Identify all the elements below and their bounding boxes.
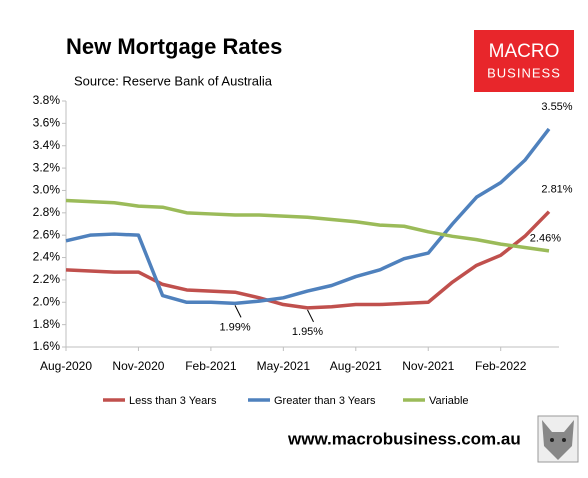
y-tick-label: 3.2%	[33, 160, 61, 174]
series-line	[65, 198, 550, 253]
x-tick-label: May-2021	[257, 359, 311, 373]
website: www.macrobusiness.com.au	[287, 429, 521, 448]
logo-box	[474, 30, 574, 92]
data-label: 2.46%	[530, 233, 561, 245]
y-tick-label: 1.6%	[33, 339, 61, 353]
logo-text: BUSINESS	[487, 65, 561, 80]
y-tick-label: 1.8%	[33, 317, 61, 331]
x-tick-label: Aug-2020	[40, 359, 92, 373]
series-line	[65, 127, 551, 306]
y-tick-label: 2.8%	[33, 205, 61, 219]
leader-line	[307, 309, 314, 323]
chart-subtitle: Source: Reserve Bank of Australia	[74, 73, 273, 88]
x-tick-label: Nov-2020	[112, 359, 164, 373]
data-label: 3.55%	[541, 101, 572, 113]
y-tick-label: 2.4%	[33, 250, 61, 264]
leader-line	[234, 305, 242, 318]
y-tick-label: 3.6%	[33, 116, 61, 130]
x-tick-label: Aug-2021	[330, 359, 382, 373]
chart-title: New Mortgage Rates	[66, 34, 282, 59]
logo-text: MACRO	[489, 41, 560, 62]
y-tick-label: 2.2%	[33, 272, 61, 286]
x-tick-label: Feb-2021	[185, 359, 237, 373]
data-label: 1.99%	[219, 321, 250, 333]
y-tick-label: 2.0%	[33, 294, 61, 308]
y-tick-label: 3.0%	[33, 183, 61, 197]
x-tick-label: Feb-2022	[475, 359, 527, 373]
y-tick-label: 3.4%	[33, 138, 61, 152]
legend-label: Less than 3 Years	[129, 395, 217, 407]
y-tick-label: 2.6%	[33, 227, 61, 241]
wolf-icon	[537, 415, 579, 463]
data-label: 1.95%	[292, 326, 323, 338]
y-tick-label: 3.8%	[33, 93, 61, 107]
series-line	[65, 210, 551, 310]
legend-label: Greater than 3 Years	[274, 395, 376, 407]
data-label: 2.81%	[541, 184, 572, 196]
x-tick-label: Nov-2021	[402, 359, 454, 373]
legend-label: Variable	[429, 395, 469, 407]
